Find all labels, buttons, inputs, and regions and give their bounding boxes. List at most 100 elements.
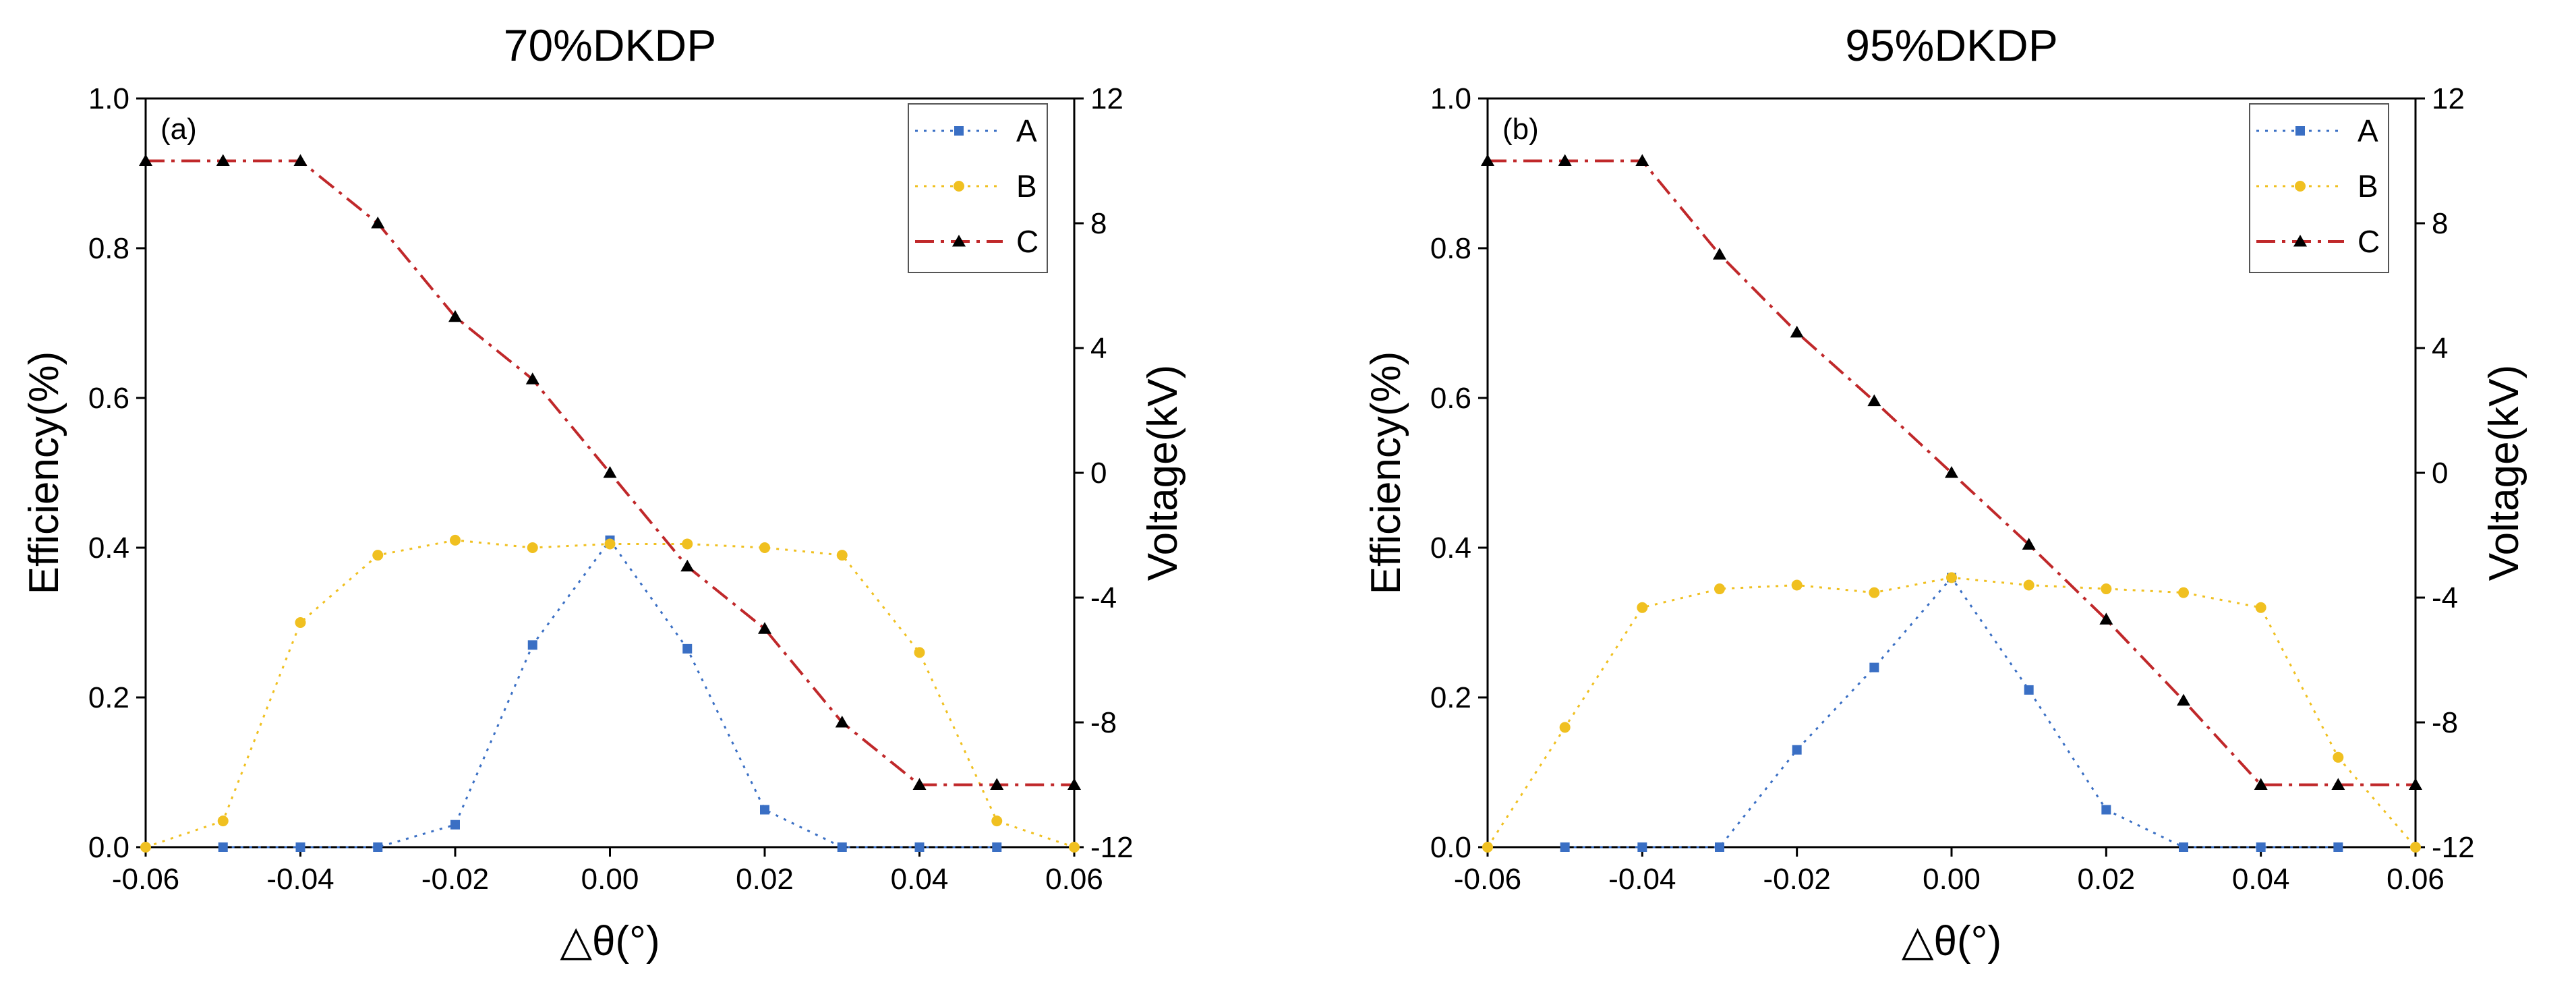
data-point-C bbox=[758, 622, 771, 634]
series-line-A bbox=[1564, 575, 2339, 849]
chart-title: 70%DKDP bbox=[504, 20, 716, 70]
data-point-A bbox=[837, 842, 847, 852]
data-point-B bbox=[140, 842, 151, 853]
chart-title: 95%DKDP bbox=[1845, 20, 2057, 70]
legend-label-A: A bbox=[1016, 113, 1037, 148]
x-tick-label: 0.06 bbox=[1045, 863, 1103, 896]
data-point-C bbox=[525, 372, 539, 384]
panel-label: (a) bbox=[160, 113, 197, 146]
series-A bbox=[1560, 573, 2343, 852]
data-point-A bbox=[450, 820, 460, 830]
data-point-C bbox=[1558, 154, 1572, 166]
data-point-A bbox=[1715, 842, 1724, 852]
data-point-B bbox=[2023, 579, 2035, 591]
data-point-C bbox=[2099, 612, 2113, 625]
y-right-tick-label: -12 bbox=[2432, 831, 2475, 864]
x-tick-label: 0.04 bbox=[2232, 863, 2290, 896]
legend-label-C: C bbox=[2358, 224, 2380, 259]
x-tick-label: 0.06 bbox=[2387, 863, 2445, 896]
data-point-C bbox=[680, 559, 695, 572]
data-point-A bbox=[2256, 842, 2266, 852]
data-point-B bbox=[604, 538, 616, 550]
legend-label-A: A bbox=[2358, 113, 2378, 148]
legend-label-C: C bbox=[1016, 224, 1038, 259]
y-right-tick-label: -4 bbox=[1090, 581, 1117, 614]
data-point-C bbox=[912, 778, 927, 790]
data-point-B bbox=[759, 542, 770, 553]
y-right-tick-label: 4 bbox=[1090, 332, 1107, 365]
x-tick-label: -0.04 bbox=[1608, 863, 1676, 896]
chart-panel-b: 95%DKDP-0.06 -0.04 -0.02 0.00 0.02 0.04 0.060.… bbox=[1363, 20, 2527, 965]
data-point-B bbox=[2101, 583, 2112, 595]
data-point-B bbox=[2255, 602, 2266, 613]
y-left-tick-label: 0.8 bbox=[1430, 232, 1471, 265]
data-point-C bbox=[2409, 778, 2422, 790]
data-point-C bbox=[603, 466, 617, 478]
y-left-tick-label: 0.0 bbox=[1430, 831, 1471, 864]
data-point-B bbox=[1946, 572, 1957, 583]
x-tick-label: -0.02 bbox=[1763, 863, 1831, 896]
data-point-A bbox=[914, 842, 925, 852]
legend-box bbox=[908, 103, 1048, 273]
y-right-tick-label: 8 bbox=[2432, 207, 2448, 240]
series-C bbox=[139, 154, 1081, 790]
y-right-axis-label: Voltage(kV) bbox=[2481, 365, 2527, 581]
y-right-tick-label: -8 bbox=[2432, 706, 2458, 739]
x-tick-label: 0.00 bbox=[1923, 863, 1981, 896]
y-right-tick-label: 12 bbox=[2432, 82, 2465, 115]
data-point-C bbox=[2022, 538, 2036, 550]
legend-label-B: B bbox=[2358, 169, 2378, 204]
y-right-tick-label: 12 bbox=[1090, 82, 1123, 115]
y-right-tick-label: 0 bbox=[1090, 457, 1107, 490]
x-tick-label: -0.04 bbox=[266, 863, 334, 896]
legend-marker-A bbox=[954, 126, 964, 136]
data-point-C bbox=[835, 716, 849, 728]
data-point-B bbox=[1791, 579, 1803, 591]
x-tick-label: -0.06 bbox=[112, 863, 179, 896]
data-point-B bbox=[2178, 587, 2189, 598]
series-line-B bbox=[1486, 576, 2417, 848]
data-point-A bbox=[1869, 662, 1879, 672]
data-point-B bbox=[1559, 722, 1571, 733]
data-point-A bbox=[2024, 685, 2034, 695]
legend-marker-A bbox=[2295, 126, 2305, 136]
data-point-C bbox=[990, 778, 1004, 790]
y-left-tick-label: 0.6 bbox=[1430, 382, 1471, 415]
data-point-C bbox=[139, 154, 152, 166]
x-axis-label: △θ(°) bbox=[560, 918, 660, 965]
series-A bbox=[218, 535, 1002, 852]
y-left-tick-label: 0.4 bbox=[1430, 532, 1471, 565]
x-tick-label: 0.02 bbox=[736, 863, 794, 896]
legend-marker-B bbox=[954, 181, 964, 192]
data-point-C bbox=[448, 310, 462, 322]
series-line-B bbox=[145, 539, 1075, 849]
y-left-tick-label: 0.2 bbox=[1430, 681, 1471, 714]
x-tick-label: -0.02 bbox=[421, 863, 489, 896]
data-point-C bbox=[1067, 778, 1081, 790]
data-point-C bbox=[2177, 693, 2190, 706]
data-point-A bbox=[2333, 842, 2343, 852]
data-point-B bbox=[217, 815, 229, 827]
data-point-B bbox=[914, 647, 925, 658]
data-point-B bbox=[372, 550, 384, 561]
data-point-C bbox=[293, 154, 308, 166]
data-point-A bbox=[218, 842, 228, 852]
data-point-B bbox=[295, 617, 306, 628]
y-left-axis-label: Efficiency(%) bbox=[1363, 351, 1409, 595]
legend-marker-C bbox=[952, 235, 966, 247]
data-point-C bbox=[1945, 466, 1958, 478]
y-right-tick-label: -8 bbox=[1090, 706, 1117, 739]
y-left-axis-label: Efficiency(%) bbox=[21, 351, 67, 595]
y-right-axis-label: Voltage(kV) bbox=[1140, 365, 1186, 581]
x-tick-label: 0.00 bbox=[581, 863, 639, 896]
data-point-C bbox=[216, 154, 230, 166]
data-point-B bbox=[1482, 842, 1493, 853]
data-point-B bbox=[682, 538, 693, 550]
data-point-B bbox=[1714, 583, 1725, 595]
y-left-tick-label: 0.0 bbox=[88, 831, 129, 864]
data-point-B bbox=[2333, 751, 2344, 763]
data-point-A bbox=[760, 805, 769, 815]
y-left-tick-label: 0.8 bbox=[88, 232, 129, 265]
data-point-B bbox=[450, 534, 461, 546]
